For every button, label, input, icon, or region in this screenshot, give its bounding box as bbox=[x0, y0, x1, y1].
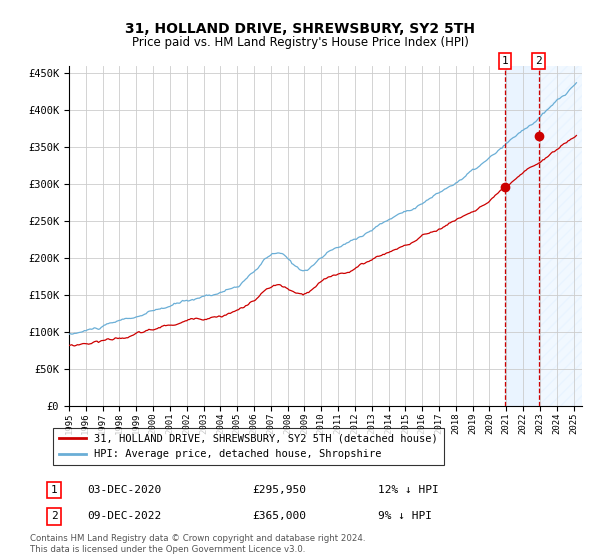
Text: 2: 2 bbox=[535, 56, 542, 66]
Text: 2: 2 bbox=[50, 511, 58, 521]
Text: Price paid vs. HM Land Registry's House Price Index (HPI): Price paid vs. HM Land Registry's House … bbox=[131, 36, 469, 49]
Text: £295,950: £295,950 bbox=[252, 485, 306, 495]
Text: 1: 1 bbox=[502, 56, 508, 66]
Text: Contains HM Land Registry data © Crown copyright and database right 2024.: Contains HM Land Registry data © Crown c… bbox=[30, 534, 365, 543]
Text: 31, HOLLAND DRIVE, SHREWSBURY, SY2 5TH: 31, HOLLAND DRIVE, SHREWSBURY, SY2 5TH bbox=[125, 22, 475, 36]
Text: 03-DEC-2020: 03-DEC-2020 bbox=[87, 485, 161, 495]
Legend: 31, HOLLAND DRIVE, SHREWSBURY, SY2 5TH (detached house), HPI: Average price, det: 31, HOLLAND DRIVE, SHREWSBURY, SY2 5TH (… bbox=[53, 428, 444, 465]
Text: 09-DEC-2022: 09-DEC-2022 bbox=[87, 511, 161, 521]
Text: 1: 1 bbox=[50, 485, 58, 495]
Bar bbox=[505, 66, 539, 406]
Bar bbox=[539, 66, 582, 406]
Text: 12% ↓ HPI: 12% ↓ HPI bbox=[378, 485, 439, 495]
Text: 9% ↓ HPI: 9% ↓ HPI bbox=[378, 511, 432, 521]
Text: £365,000: £365,000 bbox=[252, 511, 306, 521]
Text: This data is licensed under the Open Government Licence v3.0.: This data is licensed under the Open Gov… bbox=[30, 545, 305, 554]
